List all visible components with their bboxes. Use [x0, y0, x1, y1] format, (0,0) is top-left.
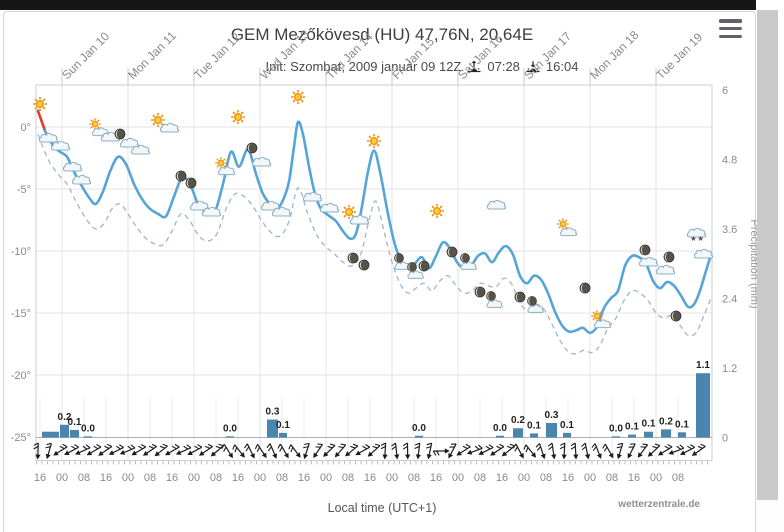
sunset-icon — [526, 61, 540, 73]
menu-button[interactable] — [719, 19, 742, 38]
browser-top-bar — [0, 0, 756, 10]
chart-panel: GEM Mezőkövesd (HU) 47,76N, 20,64E Init:… — [3, 11, 756, 532]
watermark: wetterzentrale.de — [618, 499, 700, 510]
x-axis-title: Local time (UTC+1) — [327, 501, 437, 515]
scrollbar-thumb[interactable] — [757, 10, 778, 500]
init-label: Init: Szombat, 2009 január 09 12Z — [265, 59, 462, 74]
chart-subtitle: Init: Szombat, 2009 január 09 12Z 07:28 … — [44, 59, 784, 74]
sunrise-icon — [467, 60, 481, 73]
chart-title: GEM Mezőkövesd (HU) 47,76N, 20,64E — [230, 25, 534, 44]
scrollbar[interactable] — [757, 10, 778, 532]
sunrise-time: 07:28 — [487, 59, 520, 74]
sunset-time: 16:04 — [545, 59, 579, 74]
hamburger-icon — [719, 19, 742, 23]
